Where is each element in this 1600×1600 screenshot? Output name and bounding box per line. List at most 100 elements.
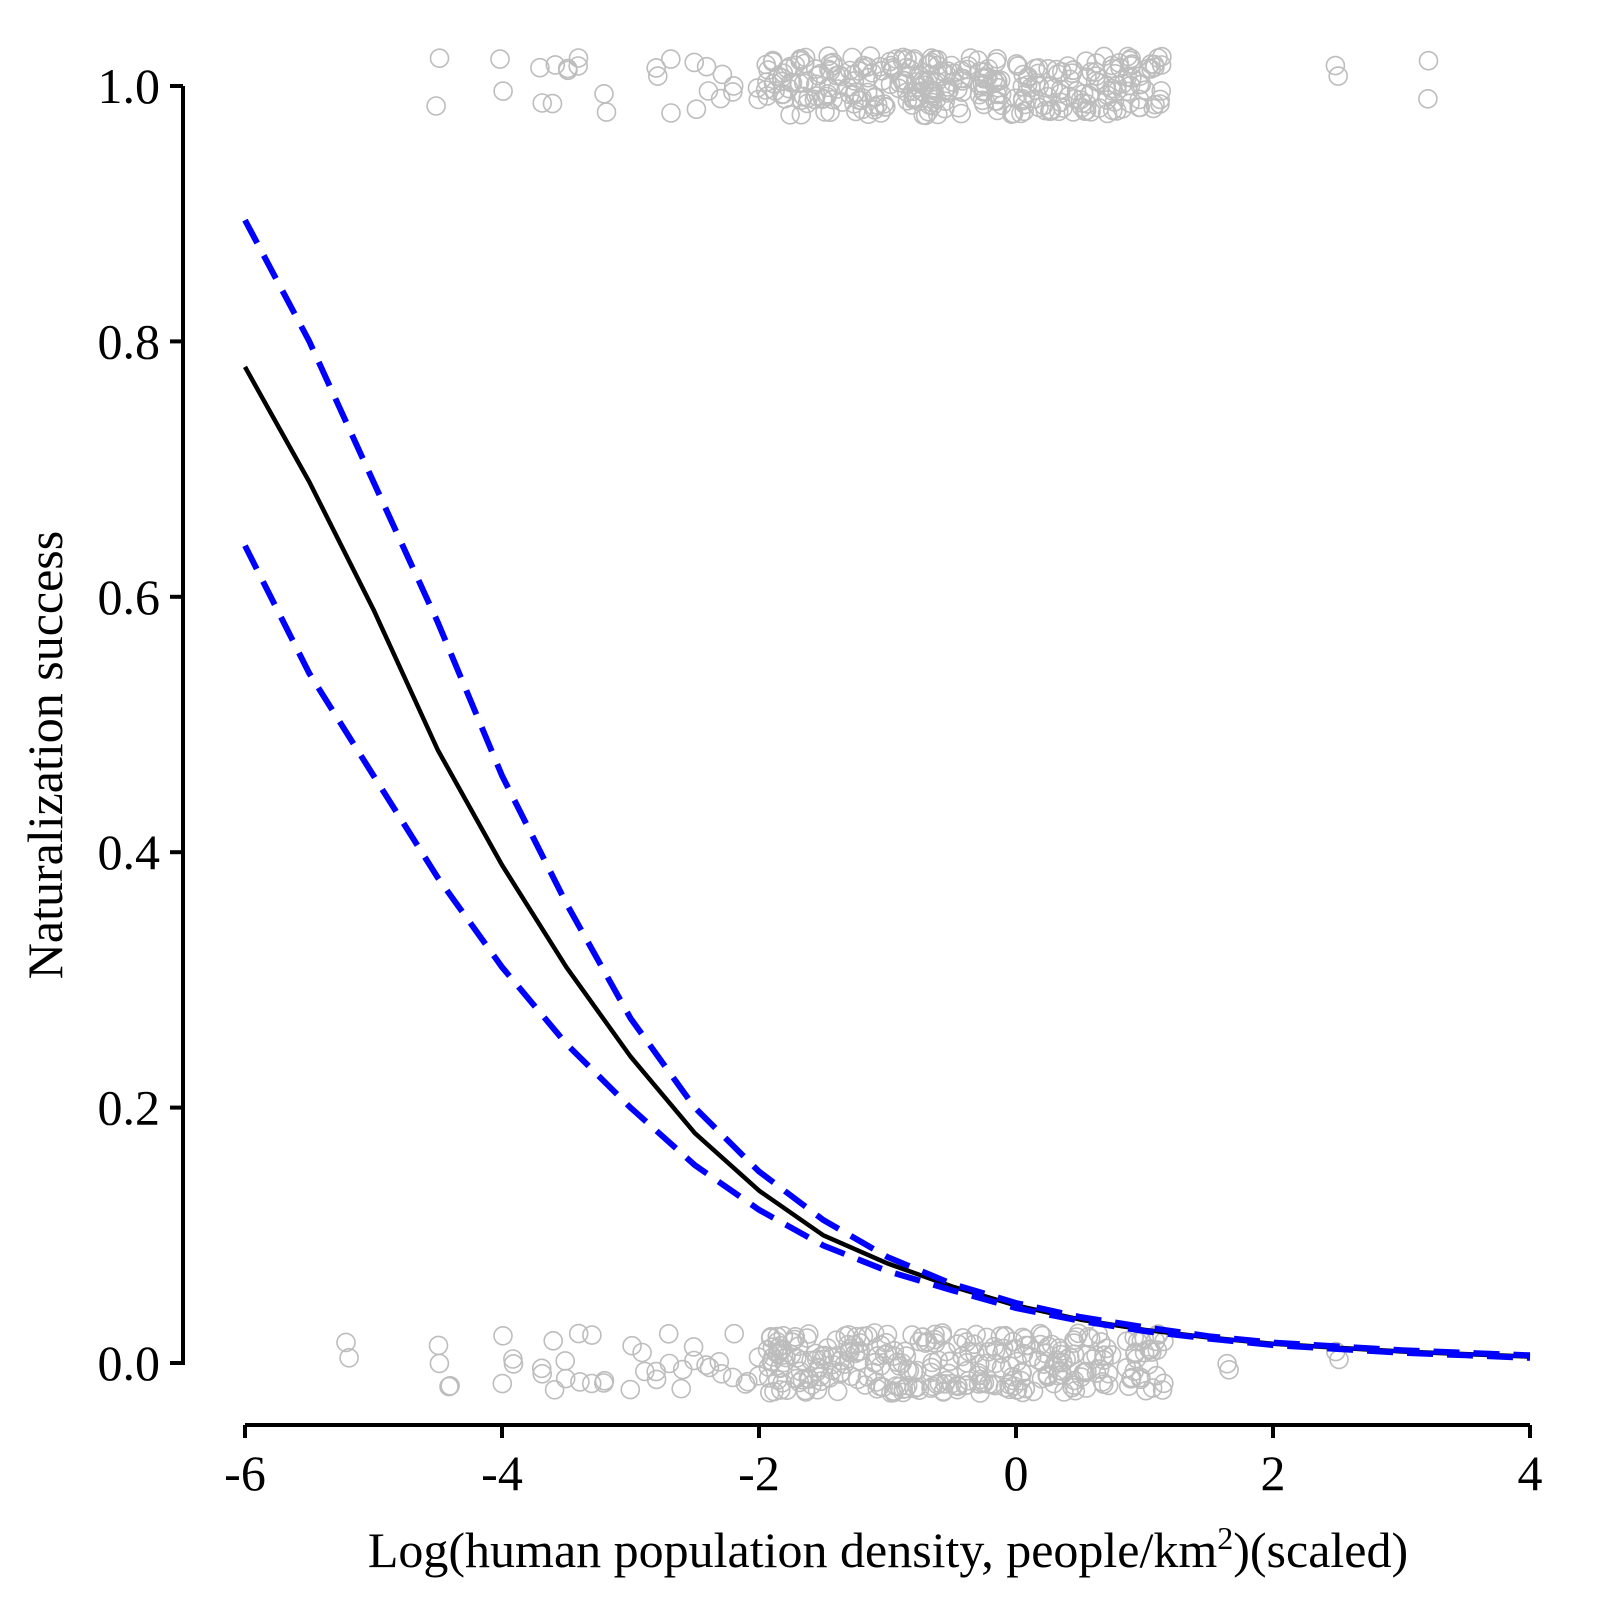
failure-point [1030,1334,1051,1355]
success-point [1130,97,1150,118]
failure-point [834,1354,855,1374]
failure-point [864,1323,885,1343]
failure-point [593,1373,614,1393]
y-tick-label: 0.0 [98,1335,161,1391]
failure-point [897,1375,918,1396]
success-point [1028,63,1048,84]
failure-point [1012,1382,1033,1403]
success-point [1052,62,1072,82]
success-point [530,57,550,78]
failure-point [428,1335,449,1356]
success-point [915,105,936,126]
success-point [1026,73,1046,93]
success-point [1152,46,1172,67]
failure-point [503,1349,523,1369]
fit-lines [242,218,1531,1361]
y-axis-title: Naturalization success [17,531,73,979]
failure-point [864,1353,885,1373]
failure-point [952,1346,973,1367]
x-axis-title-suffix: )(scaled) [1233,1522,1408,1578]
failure-point [819,1368,840,1388]
failure-point [1142,1342,1162,1362]
success-point [935,91,956,111]
failure-point [724,1323,745,1344]
success-point [1418,50,1439,71]
success-point [883,60,904,80]
x-tick-label: -6 [224,1445,266,1501]
failure-point [671,1378,692,1399]
failure-point [925,1324,945,1345]
x-tick-label: -4 [481,1445,523,1501]
success-point [429,48,450,69]
failure-point [658,1324,679,1344]
failure-point [935,1374,955,1394]
failure-point [1146,1365,1167,1386]
success-point [426,96,446,116]
failure-point [1038,1336,1058,1357]
success-point [864,96,885,117]
failure-point [883,1381,904,1401]
failure-point [1125,1344,1145,1364]
failure-point [784,1329,805,1350]
failure-point [555,1368,576,1389]
y-axis-ticks: 0.0 0.2 0.4 0.6 0.8 1.0 [98,58,183,1391]
failure-point [1077,1361,1097,1382]
failure-point [1082,1349,1103,1369]
failure-point [990,1326,1011,1346]
success-point [873,70,893,91]
failure-point [532,1364,553,1384]
success-point [646,58,667,78]
success-point [1120,93,1140,113]
success-point [557,58,578,79]
failure-point [966,1324,986,1345]
observation-points [336,46,1439,1403]
x-tick-label: 0 [1004,1445,1029,1501]
failure-point [582,1325,602,1345]
failure-point [568,1323,589,1344]
failure-point [1101,1345,1122,1365]
success-point [1328,66,1348,86]
failure-point [493,1326,513,1346]
success-point [532,93,553,113]
failure-point [659,1353,680,1374]
success-point [976,68,997,88]
success-point [785,55,806,76]
x-axis-ticks: -6 -4 -2 0 2 4 [224,1425,1543,1501]
success-point [542,93,563,114]
failure-point [921,1357,942,1378]
failure-point [1037,1366,1058,1386]
failure-point [978,1342,999,1362]
failure-point [770,1357,791,1378]
failure-point [1138,1354,1159,1375]
failure-point [1051,1361,1072,1381]
success-point [871,61,892,81]
success-point [860,46,881,67]
success-point [596,102,617,122]
failure-point [811,1371,831,1391]
success-point [1122,68,1142,88]
failure-point [1154,1373,1174,1394]
success-point [823,52,843,73]
success-point [568,56,589,76]
failure-point [849,1350,869,1371]
success-point [1121,48,1141,69]
success-point [545,55,566,75]
confidence-line-1 [242,218,1531,1359]
success-point [1104,92,1125,112]
failure-point [907,1360,927,1381]
failure-point [439,1376,459,1397]
success-point [1048,64,1068,84]
success-point [1145,94,1165,115]
success-point [1081,62,1101,82]
success-point [867,95,888,115]
failure-point [1064,1344,1085,1365]
failure-point [1071,1367,1092,1387]
failure-point [770,1380,791,1400]
success-point [874,94,894,114]
failure-point [896,1378,916,1399]
failure-point [1016,1335,1036,1356]
failure-point [620,1379,641,1400]
success-point [712,64,733,85]
